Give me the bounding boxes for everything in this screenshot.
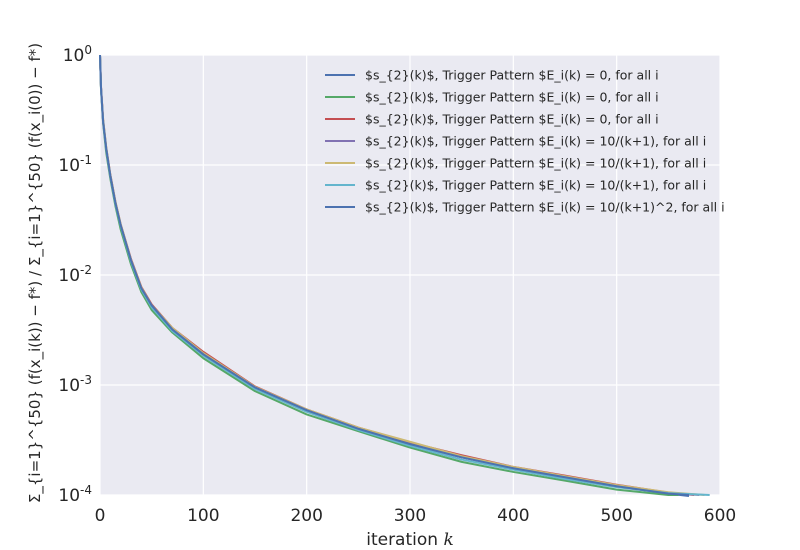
x-tick-label: 400: [497, 506, 529, 526]
y-tick-label: 100: [63, 43, 92, 66]
y-tick-base: 10: [63, 46, 85, 66]
x-tick-label: 300: [394, 506, 426, 526]
legend-label: $s_{2}(k)$, Trigger Pattern $E_i(k) = 10…: [365, 134, 706, 149]
y-tick-exponent: -1: [80, 153, 92, 167]
x-tick-labels: 0 100 200 300 400 500 600: [95, 506, 737, 526]
y-tick-exponent: -3: [80, 373, 92, 387]
x-tick-label: 500: [600, 506, 632, 526]
legend-label: $s_{2}(k)$, Trigger Pattern $E_i(k) = 10…: [365, 178, 706, 193]
x-tick-label: 0: [95, 506, 106, 526]
y-tick-exponent: -4: [80, 483, 92, 497]
y-axis-title: Σ_{i=1}^{50} (f(x_i(k)) − f*) / Σ_{i=1}^…: [26, 43, 45, 503]
legend-label: $s_{2}(k)$, Trigger Pattern $E_i(k) = 0,…: [365, 68, 659, 83]
y-tick-exponent: -2: [80, 263, 92, 277]
legend-label: $s_{2}(k)$, Trigger Pattern $E_i(k) = 10…: [365, 156, 706, 171]
y-tick-base: 10: [58, 376, 80, 396]
x-tick-label: 200: [290, 506, 322, 526]
grid-lines: [99, 54, 721, 496]
y-tick-base: 10: [58, 486, 80, 506]
y-tick-exponent: 0: [84, 43, 92, 57]
y-tick-base: 10: [58, 266, 80, 286]
y-tick-base: 10: [58, 156, 80, 176]
legend-label: $s_{2}(k)$, Trigger Pattern $E_i(k) = 0,…: [365, 112, 659, 127]
series-lines: [99, 54, 710, 497]
x-tick-label: 600: [704, 506, 736, 526]
y-tick-label: 10-1: [58, 153, 92, 176]
legend-label: $s_{2}(k)$, Trigger Pattern $E_i(k) = 0,…: [365, 90, 659, 105]
y-tick-label: 10-4: [58, 483, 92, 506]
y-tick-label: 10-3: [58, 373, 92, 396]
x-axis-title: iteration k: [366, 530, 454, 550]
legend-label: $s_{2}(k)$, Trigger Pattern $E_i(k) = 10…: [365, 200, 725, 215]
y-tick-label: 10-2: [58, 263, 92, 286]
x-tick-label: 100: [187, 506, 219, 526]
series-line-7: [99, 54, 690, 496]
legend: $s_{2}(k)$, Trigger Pattern $E_i(k) = 0,…: [325, 68, 725, 215]
